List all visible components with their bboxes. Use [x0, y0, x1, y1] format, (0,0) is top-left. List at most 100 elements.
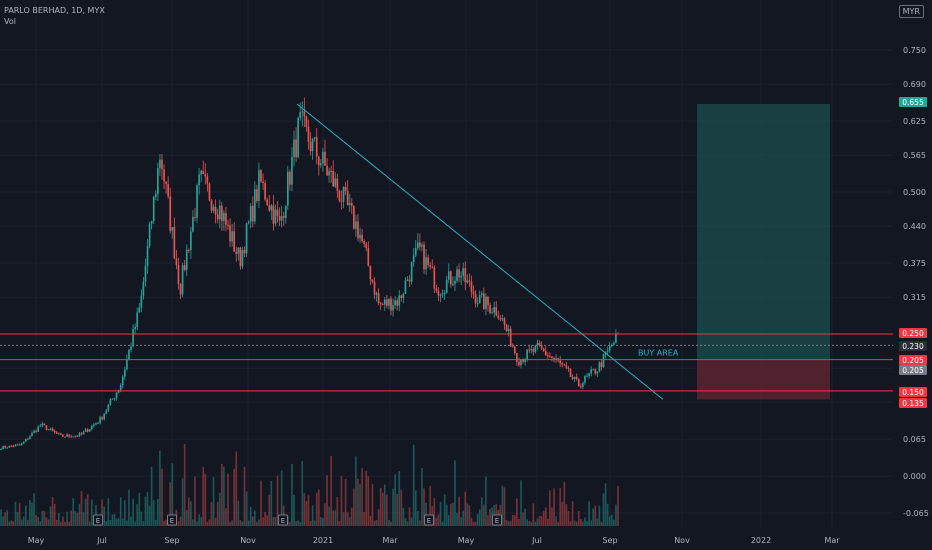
volume-bar [311, 505, 314, 526]
volume-bar [381, 492, 384, 526]
volume-bar [412, 444, 415, 526]
candle-body [243, 250, 246, 254]
candle-body [223, 212, 225, 221]
volume-bar [613, 519, 615, 526]
volume-bar [454, 460, 456, 526]
candle-body [309, 141, 312, 152]
volume-bar [371, 483, 374, 526]
candle-body [416, 242, 419, 248]
volume-bar [185, 510, 188, 526]
candle-body [181, 265, 184, 295]
candle-body [150, 221, 153, 224]
candle-body [317, 156, 320, 166]
candle-body [315, 137, 318, 157]
volume-bar [330, 455, 332, 526]
volume-bar [317, 489, 320, 526]
volume-bar [359, 484, 361, 526]
candle-body [152, 196, 155, 222]
volume-bar [421, 468, 423, 526]
volume-bar [276, 475, 279, 526]
candle-body [443, 293, 446, 295]
volume-bar [260, 480, 262, 526]
volume-bar [396, 493, 399, 526]
candle-body [363, 241, 366, 244]
volume-bar [218, 492, 221, 526]
volume-bar [615, 504, 617, 526]
volume-bar [82, 512, 85, 526]
x-tick-label: Sep [602, 536, 617, 545]
volume-bar [134, 521, 136, 526]
candle-body [410, 261, 413, 282]
volume-bar [88, 521, 91, 526]
candle-body [573, 376, 576, 379]
volume-bar [485, 476, 487, 526]
candle-body [53, 430, 56, 433]
volume-bar [62, 516, 64, 526]
candle-body [398, 295, 401, 306]
candle-body [165, 181, 167, 185]
y-tick-label: 0.000 [903, 472, 926, 481]
volume-bar [326, 475, 328, 526]
candle-body [4, 446, 6, 448]
candle-body [239, 247, 242, 267]
candle-body [458, 269, 460, 278]
volume-bar [152, 500, 155, 526]
candle-body [262, 181, 264, 184]
candle-body [584, 375, 586, 383]
candle-body [592, 369, 595, 371]
candle-body [483, 293, 485, 309]
candle-body [359, 234, 361, 239]
buy-area-annotation: BUY AREA [638, 349, 679, 358]
volume-bar [577, 510, 580, 526]
candle-body [82, 431, 85, 435]
price-label: 0.655 [902, 98, 924, 107]
candle-body [62, 434, 64, 437]
candle-body [115, 392, 118, 399]
candle-body [245, 223, 248, 254]
volume-bar [299, 521, 302, 526]
volume-bar [336, 497, 339, 526]
price-label: 0.205 [902, 366, 924, 375]
candle-body [551, 356, 553, 359]
x-tick-label: May [28, 536, 45, 545]
candle-body [569, 369, 572, 378]
candle-body [320, 163, 322, 166]
candle-body [493, 307, 495, 313]
candle-body [299, 112, 302, 118]
volume-bar [617, 485, 619, 526]
volume-bar [154, 519, 157, 526]
earnings-marker: E [495, 517, 499, 525]
volume-bar [472, 521, 475, 526]
candle-body [35, 430, 37, 432]
candle-body [373, 281, 376, 295]
candle-body [516, 353, 518, 362]
volume-bar [367, 476, 370, 526]
volume-bar [200, 517, 203, 526]
volume-bar [513, 515, 516, 526]
candle-body [365, 243, 368, 248]
volume-bar [307, 494, 310, 526]
candle-body [97, 422, 99, 424]
trendline [296, 103, 664, 400]
volume-bar [29, 500, 31, 526]
volume-bar [544, 507, 547, 526]
volume-bar [212, 476, 215, 526]
volume-bar [606, 503, 609, 526]
candle-body [235, 251, 238, 254]
volume-bar [346, 512, 349, 526]
candle-body [536, 342, 539, 346]
candle-body [109, 399, 112, 405]
currency-badge[interactable]: MYR [898, 5, 924, 18]
volume-bar [516, 498, 518, 526]
candle-body [154, 193, 157, 197]
volume-bar [20, 519, 23, 526]
volume-bar [2, 516, 4, 526]
candle-body [511, 346, 514, 348]
candle-body [45, 425, 48, 430]
volume-bar [441, 521, 444, 526]
volume-bar [165, 519, 167, 526]
candle-body [86, 429, 89, 432]
volume-bar [470, 517, 473, 526]
